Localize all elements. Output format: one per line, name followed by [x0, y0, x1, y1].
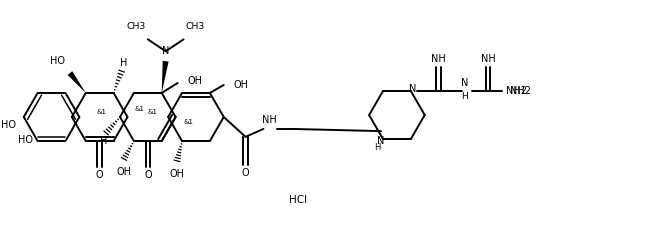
Text: O: O [242, 168, 250, 178]
Text: OH: OH [116, 167, 131, 177]
Text: NH: NH [481, 54, 495, 64]
Text: O: O [96, 170, 103, 180]
Text: &1: &1 [148, 109, 158, 115]
Text: NH2: NH2 [506, 86, 527, 96]
Text: H: H [374, 143, 380, 151]
Text: NH2: NH2 [510, 86, 531, 96]
Text: H: H [120, 58, 127, 68]
Text: O: O [144, 170, 151, 180]
Text: NH: NH [262, 115, 277, 125]
Text: HO: HO [18, 135, 32, 145]
Polygon shape [68, 71, 86, 93]
Text: &1: &1 [183, 119, 193, 125]
Text: OH: OH [170, 169, 185, 179]
Text: HO: HO [50, 56, 65, 66]
Text: &1: &1 [97, 109, 107, 115]
Text: HO: HO [1, 120, 16, 130]
Text: OH: OH [233, 80, 249, 90]
Text: CH3: CH3 [127, 22, 146, 31]
Text: N: N [378, 136, 385, 146]
Text: H: H [461, 93, 468, 101]
Text: N: N [409, 84, 417, 94]
Text: CH3: CH3 [185, 22, 205, 31]
Text: OH: OH [187, 76, 203, 86]
Text: N: N [162, 46, 170, 56]
Text: H: H [101, 136, 108, 146]
Text: &1: &1 [135, 106, 145, 112]
Text: NH: NH [431, 54, 446, 64]
Text: N: N [461, 78, 468, 88]
Text: HCl: HCl [289, 195, 307, 205]
Polygon shape [162, 61, 168, 93]
